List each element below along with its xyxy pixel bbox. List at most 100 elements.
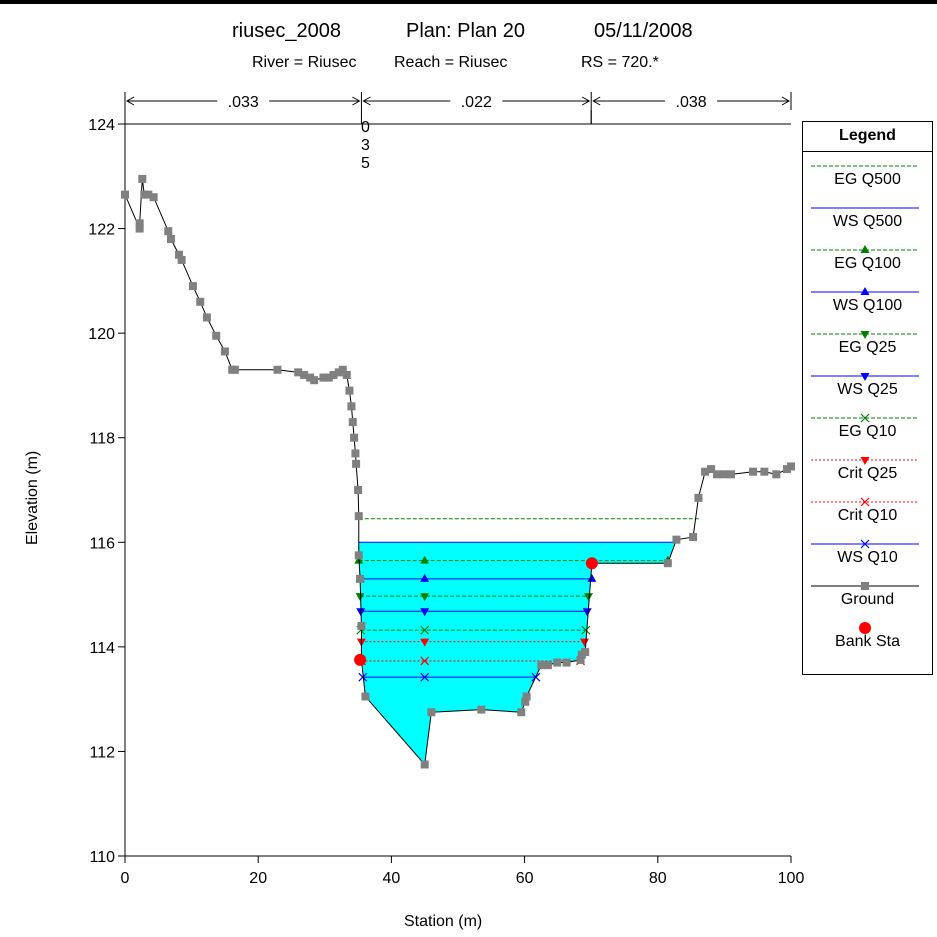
ground-point [713,470,722,479]
x-tick-label: 40 [383,870,401,887]
series-marker-eg-q25 [355,593,365,602]
series-marker-ws-q10 [420,672,430,682]
series-marker-eg-q10 [420,625,430,635]
ground-point [787,462,795,471]
top-border [0,0,937,4]
legend-swatch [811,413,919,423]
ground-point [772,470,781,479]
legend-entry-ws-q25: WS Q25 [803,368,932,408]
legend-swatch [811,373,919,381]
y-tick-label: 122 [88,222,115,239]
ground-point [749,467,758,476]
ground-point [689,533,698,542]
ground-point [319,373,328,382]
legend-swatch [811,165,919,167]
x-tick-label: 0 [121,870,130,887]
legend-swatch-marker [860,331,870,339]
x-marker-stroke [860,497,870,507]
ground-point [576,655,585,664]
mannings-arrowhead [781,96,791,106]
series-marker-eg-q10 [581,625,591,635]
legend-swatch [859,622,871,634]
chart-subtitle-reach: Reach = Riusec [394,54,508,71]
legend-entry-crit-q25: Crit Q25 [803,452,932,492]
series-marker-crit-q10 [420,656,430,666]
ground-point [164,227,173,236]
legend-swatch-marker [860,497,870,507]
ground-point [220,347,229,356]
x-tick-label: 20 [249,870,267,887]
series-marker-ws-q25 [582,608,592,617]
chart-title-date: 05/11/2008 [594,20,693,42]
mannings-vertical-char: 0 [361,119,370,136]
ground-point [719,470,728,479]
ground-point [760,467,769,476]
legend-label: EG Q500 [834,171,901,188]
ground-point [310,376,319,385]
y-tick-label: 120 [88,326,115,343]
x-marker-stroke [420,625,430,635]
ground-point [329,370,338,379]
legend-entry-ws-q100: WS Q100 [803,284,932,324]
ground-point [351,449,360,458]
ground-point [517,708,526,717]
x-tick-label: 80 [649,870,667,887]
chart-title-plan-name: riusec_2008 [232,20,341,42]
y-tick-label: 112 [89,744,115,761]
legend-box: Legend EG Q500 WS Q500 EG Q100 WS Q100 EG Q2… [802,121,933,675]
ground-point [212,331,221,340]
mannings-arrowhead [362,96,371,106]
ground-point [354,551,363,560]
series-marker-eg-q100 [420,555,430,564]
ground-point [348,418,357,427]
bank-station-point [585,557,598,570]
ground-point [427,708,436,717]
ground-point [166,235,175,244]
series-marker-eg-q25 [420,593,430,602]
legend-swatch [811,582,919,590]
legend-label: WS Q500 [832,213,903,230]
ground-point [537,661,546,670]
x-axis-label: Station (m) [404,913,483,930]
x-marker-stroke [420,672,430,682]
legend-swatch [811,539,919,549]
x-tick-label: 100 [778,870,805,887]
legend-swatch-marker [860,539,870,549]
y-tick-label: 114 [89,640,115,657]
ground-point [338,365,347,374]
y-tick-label: 116 [89,535,115,552]
ground-point [188,282,197,291]
legend-label: EG Q10 [838,423,897,440]
chart-subtitle-rs: RS = 720.* [581,54,659,71]
ground-point [202,313,211,322]
ground-point [727,470,736,479]
legend-label: Crit Q10 [837,507,898,524]
series-marker-ws-q25 [420,608,430,617]
series-marker-ws-q100 [420,573,430,582]
legend-swatch [811,207,919,209]
legend-label: Crit Q25 [837,465,898,482]
ground-point [144,190,153,199]
ground-point [356,574,365,583]
ground-point [345,386,354,395]
y-axis-label: Elevation (m) [24,450,41,545]
ground-point [177,255,186,264]
mannings-value: .033 [228,94,259,111]
x-marker-stroke [358,672,368,682]
ground-point [135,224,144,233]
legend-entry-ground: Ground [803,578,932,618]
ground-point [196,297,205,306]
ground-point [694,493,703,502]
ground-point [707,465,716,474]
ground-point [138,174,147,183]
legend-entry-eg-q100: EG Q100 [803,242,932,282]
x-marker-stroke [860,413,870,423]
legend-swatch-marker [860,245,870,253]
ground-point [354,512,363,521]
ground-point [521,697,530,706]
legend-swatch-marker [859,622,871,634]
mannings-arrowhead [581,96,591,106]
ground-point [294,368,303,377]
ground-point [135,219,144,228]
legend-label: WS Q10 [837,549,898,566]
